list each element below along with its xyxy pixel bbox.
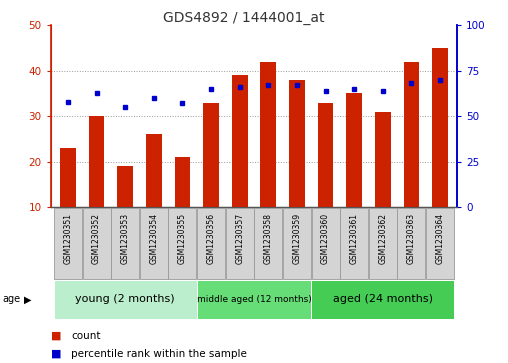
Bar <box>203 102 219 207</box>
Text: GSM1230353: GSM1230353 <box>121 213 130 264</box>
Text: count: count <box>71 331 101 341</box>
Text: GSM1230355: GSM1230355 <box>178 213 187 264</box>
Bar <box>169 208 197 279</box>
Bar <box>111 208 139 279</box>
Bar <box>340 208 368 279</box>
Text: GSM1230351: GSM1230351 <box>64 213 73 264</box>
Bar <box>397 208 425 279</box>
Text: GSM1230359: GSM1230359 <box>293 213 301 264</box>
Bar <box>146 134 162 207</box>
Text: ■: ■ <box>51 331 61 341</box>
Text: GSM1230357: GSM1230357 <box>235 213 244 264</box>
Text: GSM1230360: GSM1230360 <box>321 213 330 264</box>
Text: young (2 months): young (2 months) <box>75 294 175 305</box>
Bar <box>311 208 339 279</box>
Text: GSM1230361: GSM1230361 <box>350 213 359 264</box>
Bar <box>283 208 311 279</box>
Bar <box>60 148 76 207</box>
Text: age: age <box>3 294 21 305</box>
Bar <box>54 280 197 319</box>
Text: GSM1230358: GSM1230358 <box>264 213 273 264</box>
Bar <box>117 166 133 207</box>
Text: GSM1230364: GSM1230364 <box>435 213 444 264</box>
Bar <box>426 208 454 279</box>
Text: middle aged (12 months): middle aged (12 months) <box>197 295 311 304</box>
Bar <box>289 80 305 207</box>
Bar <box>261 62 276 207</box>
Bar <box>432 48 448 207</box>
Text: GSM1230362: GSM1230362 <box>378 213 387 264</box>
Bar <box>232 75 247 207</box>
Bar <box>318 102 333 207</box>
Text: GSM1230352: GSM1230352 <box>92 213 101 264</box>
Bar <box>89 116 105 207</box>
Bar <box>369 208 397 279</box>
Bar <box>197 208 225 279</box>
Text: GDS4892 / 1444001_at: GDS4892 / 1444001_at <box>163 11 325 25</box>
Bar <box>375 112 391 207</box>
Text: GSM1230356: GSM1230356 <box>207 213 215 264</box>
Bar <box>175 157 190 207</box>
Text: GSM1230354: GSM1230354 <box>149 213 158 264</box>
Text: percentile rank within the sample: percentile rank within the sample <box>71 349 247 359</box>
Text: ■: ■ <box>51 349 61 359</box>
Bar <box>226 208 253 279</box>
Bar <box>311 280 454 319</box>
Bar <box>197 280 311 319</box>
Bar <box>346 93 362 207</box>
Text: GSM1230363: GSM1230363 <box>407 213 416 264</box>
Bar <box>54 208 82 279</box>
Bar <box>403 62 419 207</box>
Bar <box>255 208 282 279</box>
Text: ▶: ▶ <box>24 294 32 305</box>
Text: aged (24 months): aged (24 months) <box>333 294 433 305</box>
Bar <box>83 208 111 279</box>
Bar <box>140 208 168 279</box>
